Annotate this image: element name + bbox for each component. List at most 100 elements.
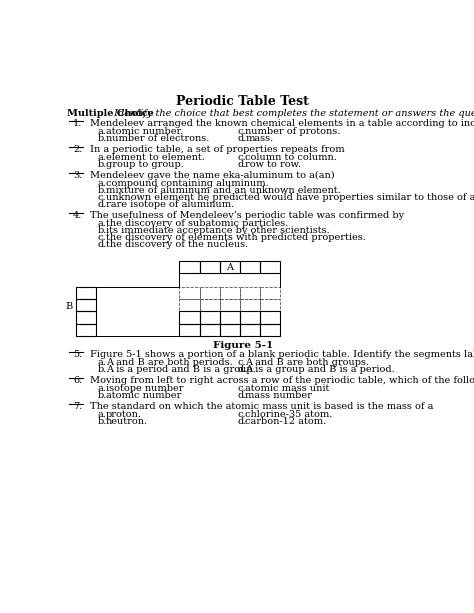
Text: In a periodic table, a set of properties repeats from: In a periodic table, a set of properties… — [90, 145, 345, 154]
Bar — [260, 324, 280, 336]
Text: neutron.: neutron. — [106, 417, 148, 426]
Bar — [219, 287, 240, 299]
Bar — [240, 299, 260, 311]
Bar — [76, 287, 96, 299]
Bar — [200, 287, 219, 299]
Text: atomic number.: atomic number. — [106, 127, 183, 135]
Text: A and B are both periods.: A and B are both periods. — [106, 358, 233, 367]
Bar — [76, 299, 96, 311]
Bar — [260, 287, 280, 299]
Bar — [219, 261, 240, 273]
Text: b.: b. — [98, 186, 108, 195]
Text: number of electrons.: number of electrons. — [106, 134, 209, 143]
Text: c.: c. — [98, 233, 107, 242]
Text: 5.: 5. — [73, 350, 82, 359]
Text: the discovery of the nucleus.: the discovery of the nucleus. — [106, 240, 248, 249]
Bar — [179, 324, 200, 336]
Text: A: A — [226, 263, 233, 272]
Text: d.: d. — [98, 200, 108, 209]
Text: Mendeleev gave the name eka-aluminum to a(an): Mendeleev gave the name eka-aluminum to … — [90, 172, 335, 180]
Text: a.: a. — [98, 219, 107, 228]
Text: mixture of aluminum and an unknown element.: mixture of aluminum and an unknown eleme… — [106, 186, 340, 195]
Text: chlorine-35 atom.: chlorine-35 atom. — [245, 410, 333, 419]
Bar — [240, 324, 260, 336]
Text: number of protons.: number of protons. — [245, 127, 341, 135]
Text: isotope number: isotope number — [106, 384, 183, 393]
Bar — [200, 261, 219, 273]
Bar — [240, 287, 260, 299]
Text: element to element.: element to element. — [106, 153, 205, 162]
Text: d.: d. — [237, 417, 247, 426]
Text: b.: b. — [98, 160, 108, 169]
Bar — [260, 261, 280, 273]
Text: B: B — [65, 302, 73, 311]
Text: a.: a. — [98, 410, 107, 419]
Text: 7.: 7. — [73, 402, 82, 411]
Text: compound containing aluminum.: compound containing aluminum. — [106, 179, 268, 188]
Text: The standard on which the atomic mass unit is based is the mass of a: The standard on which the atomic mass un… — [90, 402, 434, 411]
Text: c.: c. — [237, 153, 246, 162]
Bar — [179, 261, 200, 273]
Bar — [76, 311, 96, 324]
Text: a.: a. — [98, 384, 107, 393]
Bar — [200, 299, 219, 311]
Text: a.: a. — [98, 179, 107, 188]
Text: d.: d. — [98, 240, 108, 249]
Bar — [219, 324, 240, 336]
Bar — [179, 299, 200, 311]
Text: mass number: mass number — [245, 391, 312, 400]
Text: d.: d. — [237, 365, 247, 373]
Text: a.: a. — [98, 358, 107, 367]
Text: c.: c. — [237, 127, 246, 135]
Text: group to group.: group to group. — [106, 160, 183, 169]
Text: 2.: 2. — [73, 145, 82, 154]
Text: A and B are both groups.: A and B are both groups. — [245, 358, 369, 367]
Bar — [260, 311, 280, 324]
Bar — [179, 287, 200, 299]
Text: Multiple Choice: Multiple Choice — [67, 109, 154, 118]
Text: atomic number: atomic number — [106, 391, 181, 400]
Text: unknown element he predicted would have properties similar to those of aluminum.: unknown element he predicted would have … — [106, 193, 474, 202]
Text: the discovery of elements with predicted properties.: the discovery of elements with predicted… — [106, 233, 365, 242]
Text: Figure 5-1 shows a portion of a blank periodic table. Identify the segments labe: Figure 5-1 shows a portion of a blank pe… — [90, 350, 474, 359]
Bar — [179, 311, 200, 324]
Text: the discovery of subatomic particles.: the discovery of subatomic particles. — [106, 219, 288, 228]
Text: row to row.: row to row. — [245, 160, 301, 169]
Text: c.: c. — [98, 193, 107, 202]
Text: c.: c. — [237, 410, 246, 419]
Bar — [219, 299, 240, 311]
Text: 1.: 1. — [73, 119, 82, 128]
Text: c.: c. — [237, 358, 246, 367]
Text: a.: a. — [98, 127, 107, 135]
Bar — [240, 261, 260, 273]
Text: 6.: 6. — [73, 376, 82, 385]
Text: Identify the choice that best completes the statement or answers the question.: Identify the choice that best completes … — [111, 109, 474, 118]
Text: 3.: 3. — [73, 172, 82, 180]
Text: Moving from left to right across a row of the periodic table, which of the follo: Moving from left to right across a row o… — [90, 376, 474, 385]
Bar — [219, 311, 240, 324]
Bar — [200, 311, 219, 324]
Text: Periodic Table Test: Periodic Table Test — [176, 95, 310, 108]
Text: The usefulness of Mendeleev’s periodic table was confirmed by: The usefulness of Mendeleev’s periodic t… — [90, 211, 404, 221]
Text: mass.: mass. — [245, 134, 273, 143]
Text: Figure 5-1: Figure 5-1 — [213, 341, 273, 350]
Text: b.: b. — [98, 134, 108, 143]
Text: A is a period and B is a group.: A is a period and B is a group. — [106, 365, 255, 373]
Text: A is a group and B is a period.: A is a group and B is a period. — [245, 365, 395, 373]
Bar — [240, 311, 260, 324]
Text: 4.: 4. — [73, 211, 82, 221]
Text: d.: d. — [237, 160, 247, 169]
Text: Mendeleev arranged the known chemical elements in a table according to increasin: Mendeleev arranged the known chemical el… — [90, 119, 474, 128]
Text: b.: b. — [98, 391, 108, 400]
Text: rare isotope of aluminum.: rare isotope of aluminum. — [106, 200, 234, 209]
Text: d.: d. — [237, 391, 247, 400]
Text: atomic mass unit: atomic mass unit — [245, 384, 329, 393]
Text: b.: b. — [98, 226, 108, 235]
Text: d.: d. — [237, 134, 247, 143]
Text: column to column.: column to column. — [245, 153, 337, 162]
Text: proton.: proton. — [106, 410, 142, 419]
Bar — [76, 324, 96, 336]
Text: carbon-12 atom.: carbon-12 atom. — [245, 417, 327, 426]
Text: a.: a. — [98, 153, 107, 162]
Bar — [200, 324, 219, 336]
